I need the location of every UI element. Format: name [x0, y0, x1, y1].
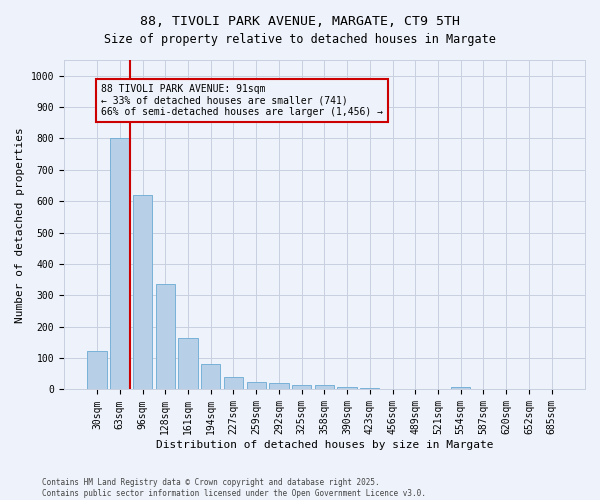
Bar: [315, 385, 334, 390]
Bar: [337, 387, 357, 390]
Bar: [88, 351, 107, 390]
Bar: [110, 138, 130, 390]
Bar: [201, 364, 220, 390]
Bar: [178, 338, 197, 390]
Bar: [269, 382, 289, 390]
Text: Contains HM Land Registry data © Crown copyright and database right 2025.
Contai: Contains HM Land Registry data © Crown c…: [42, 478, 426, 498]
Y-axis label: Number of detached properties: Number of detached properties: [15, 127, 25, 322]
Bar: [224, 377, 243, 390]
Bar: [133, 195, 152, 390]
Bar: [451, 387, 470, 390]
Text: 88, TIVOLI PARK AVENUE, MARGATE, CT9 5TH: 88, TIVOLI PARK AVENUE, MARGATE, CT9 5TH: [140, 15, 460, 28]
Bar: [247, 382, 266, 390]
Bar: [360, 388, 379, 390]
Text: Size of property relative to detached houses in Margate: Size of property relative to detached ho…: [104, 32, 496, 46]
Bar: [292, 385, 311, 390]
Text: 88 TIVOLI PARK AVENUE: 91sqm
← 33% of detached houses are smaller (741)
66% of s: 88 TIVOLI PARK AVENUE: 91sqm ← 33% of de…: [101, 84, 383, 116]
X-axis label: Distribution of detached houses by size in Margate: Distribution of detached houses by size …: [155, 440, 493, 450]
Bar: [155, 284, 175, 390]
